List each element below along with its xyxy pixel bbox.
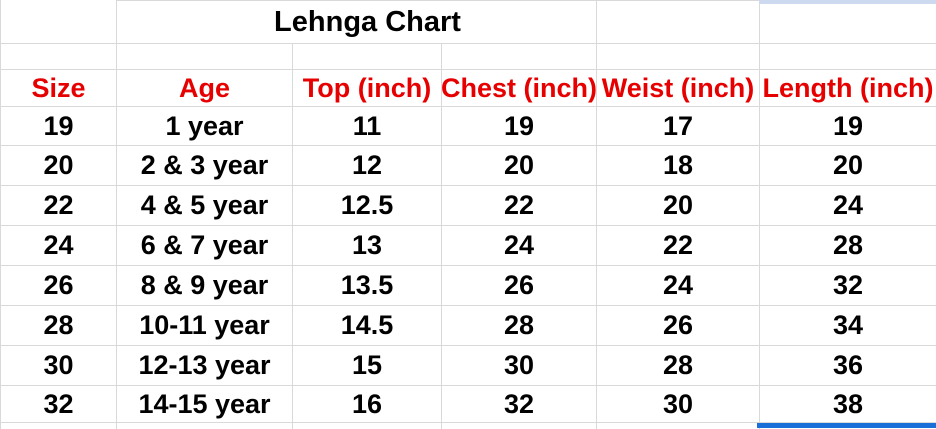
table-cell[interactable] — [442, 44, 597, 70]
table-cell[interactable]: 20 — [760, 146, 936, 186]
table-cell[interactable] — [597, 44, 760, 70]
table-cell[interactable]: 20 — [442, 146, 597, 186]
column-header-length[interactable]: Length (inch) — [760, 70, 936, 107]
table-cell[interactable] — [760, 44, 936, 70]
selection-border-bottom — [757, 423, 936, 428]
table-cell[interactable]: 13 — [293, 226, 442, 266]
table-cell[interactable]: 14.5 — [293, 306, 442, 346]
column-header-top[interactable]: Top (inch) — [293, 70, 442, 107]
table-cell[interactable]: 22 — [597, 226, 760, 266]
table-cell[interactable]: 19 — [0, 107, 117, 146]
table-cell[interactable]: 28 — [760, 226, 936, 266]
table-cell[interactable]: 12.5 — [293, 186, 442, 226]
table-cell[interactable]: 28 — [0, 306, 117, 346]
table-cell[interactable]: 1 year — [117, 107, 293, 146]
table-cell[interactable]: 26 — [0, 266, 117, 306]
table-cell[interactable] — [597, 0, 760, 44]
table-cell[interactable]: 26 — [442, 266, 597, 306]
table-cell[interactable]: 38 — [760, 386, 936, 423]
table-cell[interactable]: 26 — [597, 306, 760, 346]
table-cell[interactable] — [117, 44, 293, 70]
table-cell[interactable]: 2 & 3 year — [117, 146, 293, 186]
table-cell[interactable]: 10-11 year — [117, 306, 293, 346]
selected-range-fill-top — [759, 0, 936, 4]
table-cell[interactable]: 19 — [442, 107, 597, 146]
table-cell[interactable]: 24 — [0, 226, 117, 266]
table-cell[interactable]: 6 & 7 year — [117, 226, 293, 266]
table-cell[interactable]: 32 — [0, 386, 117, 423]
table-cell[interactable]: 12 — [293, 146, 442, 186]
table-cell[interactable] — [293, 44, 442, 70]
table-cell[interactable]: 24 — [597, 266, 760, 306]
table-cell[interactable] — [442, 423, 597, 429]
column-header-chest[interactable]: Chest (inch) — [441, 70, 597, 107]
table-cell[interactable]: 36 — [760, 346, 936, 386]
table-cell[interactable]: 28 — [442, 306, 597, 346]
table-cell[interactable]: 30 — [442, 346, 597, 386]
table-cell[interactable]: 32 — [442, 386, 597, 423]
table-cell[interactable] — [597, 423, 760, 429]
table-cell[interactable]: 24 — [760, 186, 936, 226]
table-cell[interactable]: 22 — [442, 186, 597, 226]
table-cell[interactable]: 20 — [597, 186, 760, 226]
table-cell[interactable]: 12-13 year — [117, 346, 293, 386]
table-cell[interactable]: 30 — [597, 386, 760, 423]
table-cell[interactable] — [760, 0, 936, 44]
column-header-weist[interactable]: Weist (inch) — [597, 70, 760, 107]
table-cell[interactable]: 4 & 5 year — [117, 186, 293, 226]
table-cell[interactable]: 22 — [0, 186, 117, 226]
table-cell[interactable] — [117, 423, 293, 429]
table-cell[interactable]: 8 & 9 year — [117, 266, 293, 306]
table-cell[interactable]: 32 — [760, 266, 936, 306]
title-cell[interactable] — [117, 0, 597, 44]
column-header-size[interactable]: Size — [0, 70, 117, 107]
table-cell[interactable]: 34 — [760, 306, 936, 346]
table-cell[interactable]: 13.5 — [293, 266, 442, 306]
table-cell[interactable]: 16 — [293, 386, 442, 423]
table-cell[interactable]: 18 — [597, 146, 760, 186]
table-cell[interactable]: 19 — [760, 107, 936, 146]
table-cell[interactable] — [0, 423, 117, 429]
table-cell[interactable] — [0, 0, 117, 44]
table-cell[interactable]: 30 — [0, 346, 117, 386]
table-cell[interactable]: 20 — [0, 146, 117, 186]
table-cell[interactable]: 17 — [597, 107, 760, 146]
table-cell[interactable] — [293, 423, 442, 429]
sheet-title[interactable]: Lehnga Chart — [274, 5, 461, 38]
table-cell[interactable]: 11 — [293, 107, 442, 146]
table-cell[interactable]: 24 — [442, 226, 597, 266]
table-cell[interactable]: 28 — [597, 346, 760, 386]
table-cell[interactable]: 14-15 year — [117, 386, 293, 423]
column-header-age[interactable]: Age — [117, 70, 293, 107]
table-cell[interactable]: 15 — [293, 346, 442, 386]
top-gridline — [117, 0, 760, 1]
table-cell[interactable] — [0, 44, 117, 70]
